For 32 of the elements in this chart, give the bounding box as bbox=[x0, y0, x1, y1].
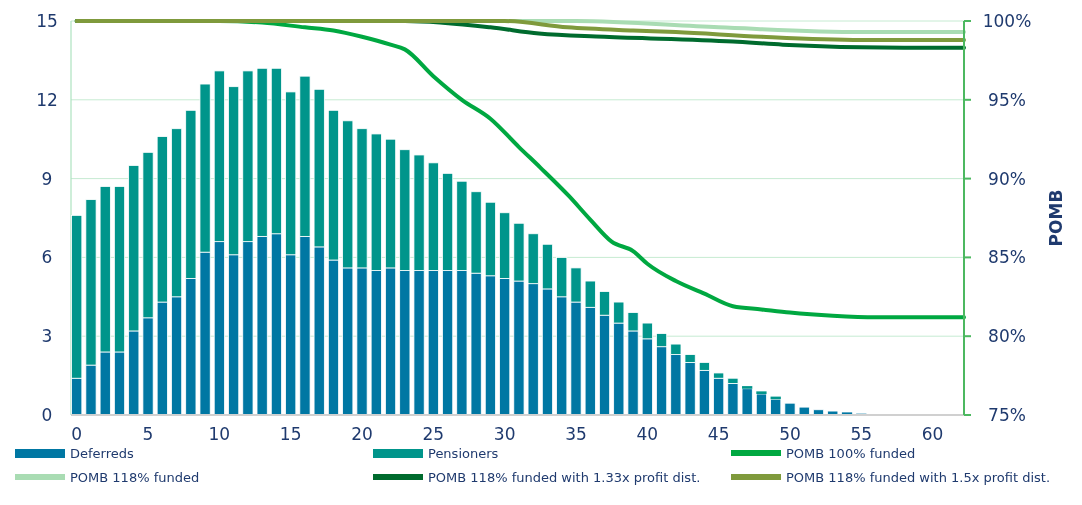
x-tick-label: 5 bbox=[142, 424, 154, 444]
x-tick-label: 35 bbox=[565, 424, 587, 444]
y-tick-label: 9 bbox=[41, 168, 53, 189]
y2-tick-label: 80% bbox=[988, 326, 1026, 347]
legend-label: Deferreds bbox=[70, 446, 135, 461]
x-tick-label: 30 bbox=[493, 424, 516, 444]
x-tick-label: 0 bbox=[71, 424, 83, 444]
y2-tick-label: 85% bbox=[988, 247, 1026, 268]
x-tick-label: 60 bbox=[921, 424, 944, 444]
x-tick-label: 25 bbox=[422, 424, 445, 444]
x-tick-label: 45 bbox=[707, 424, 730, 444]
y2-tick-label: 100% bbox=[982, 11, 1032, 31]
x-tick-label: 40 bbox=[636, 424, 659, 444]
x-tick-label: 50 bbox=[779, 424, 801, 444]
y-tick-label: 6 bbox=[41, 247, 53, 268]
legend-label: Pensioners bbox=[428, 446, 499, 461]
y-tick-label: 15 bbox=[36, 11, 58, 31]
legend-label: POMB 118% funded with 1.5x profit dist. bbox=[786, 470, 1051, 485]
y2-tick-label: 90% bbox=[988, 168, 1026, 189]
x-tick-label: 10 bbox=[208, 424, 231, 444]
y-tick-label: 3 bbox=[41, 326, 53, 347]
y2-tick-label: 75% bbox=[988, 405, 1026, 425]
y2-tick-label: 95% bbox=[988, 89, 1026, 110]
legend-label: POMB 118% funded bbox=[70, 470, 200, 485]
x-tick-label: 55 bbox=[850, 424, 873, 444]
y-tick-label: 12 bbox=[36, 89, 58, 110]
y2-axis-title: POMB bbox=[1046, 189, 1066, 247]
x-tick-label: 15 bbox=[279, 424, 302, 444]
legend-label: POMB 100% funded bbox=[786, 446, 916, 461]
legend-label: POMB 118% funded with 1.33x profit dist. bbox=[428, 470, 701, 485]
y-tick-label: 0 bbox=[41, 405, 53, 425]
x-tick-label: 20 bbox=[351, 424, 373, 444]
